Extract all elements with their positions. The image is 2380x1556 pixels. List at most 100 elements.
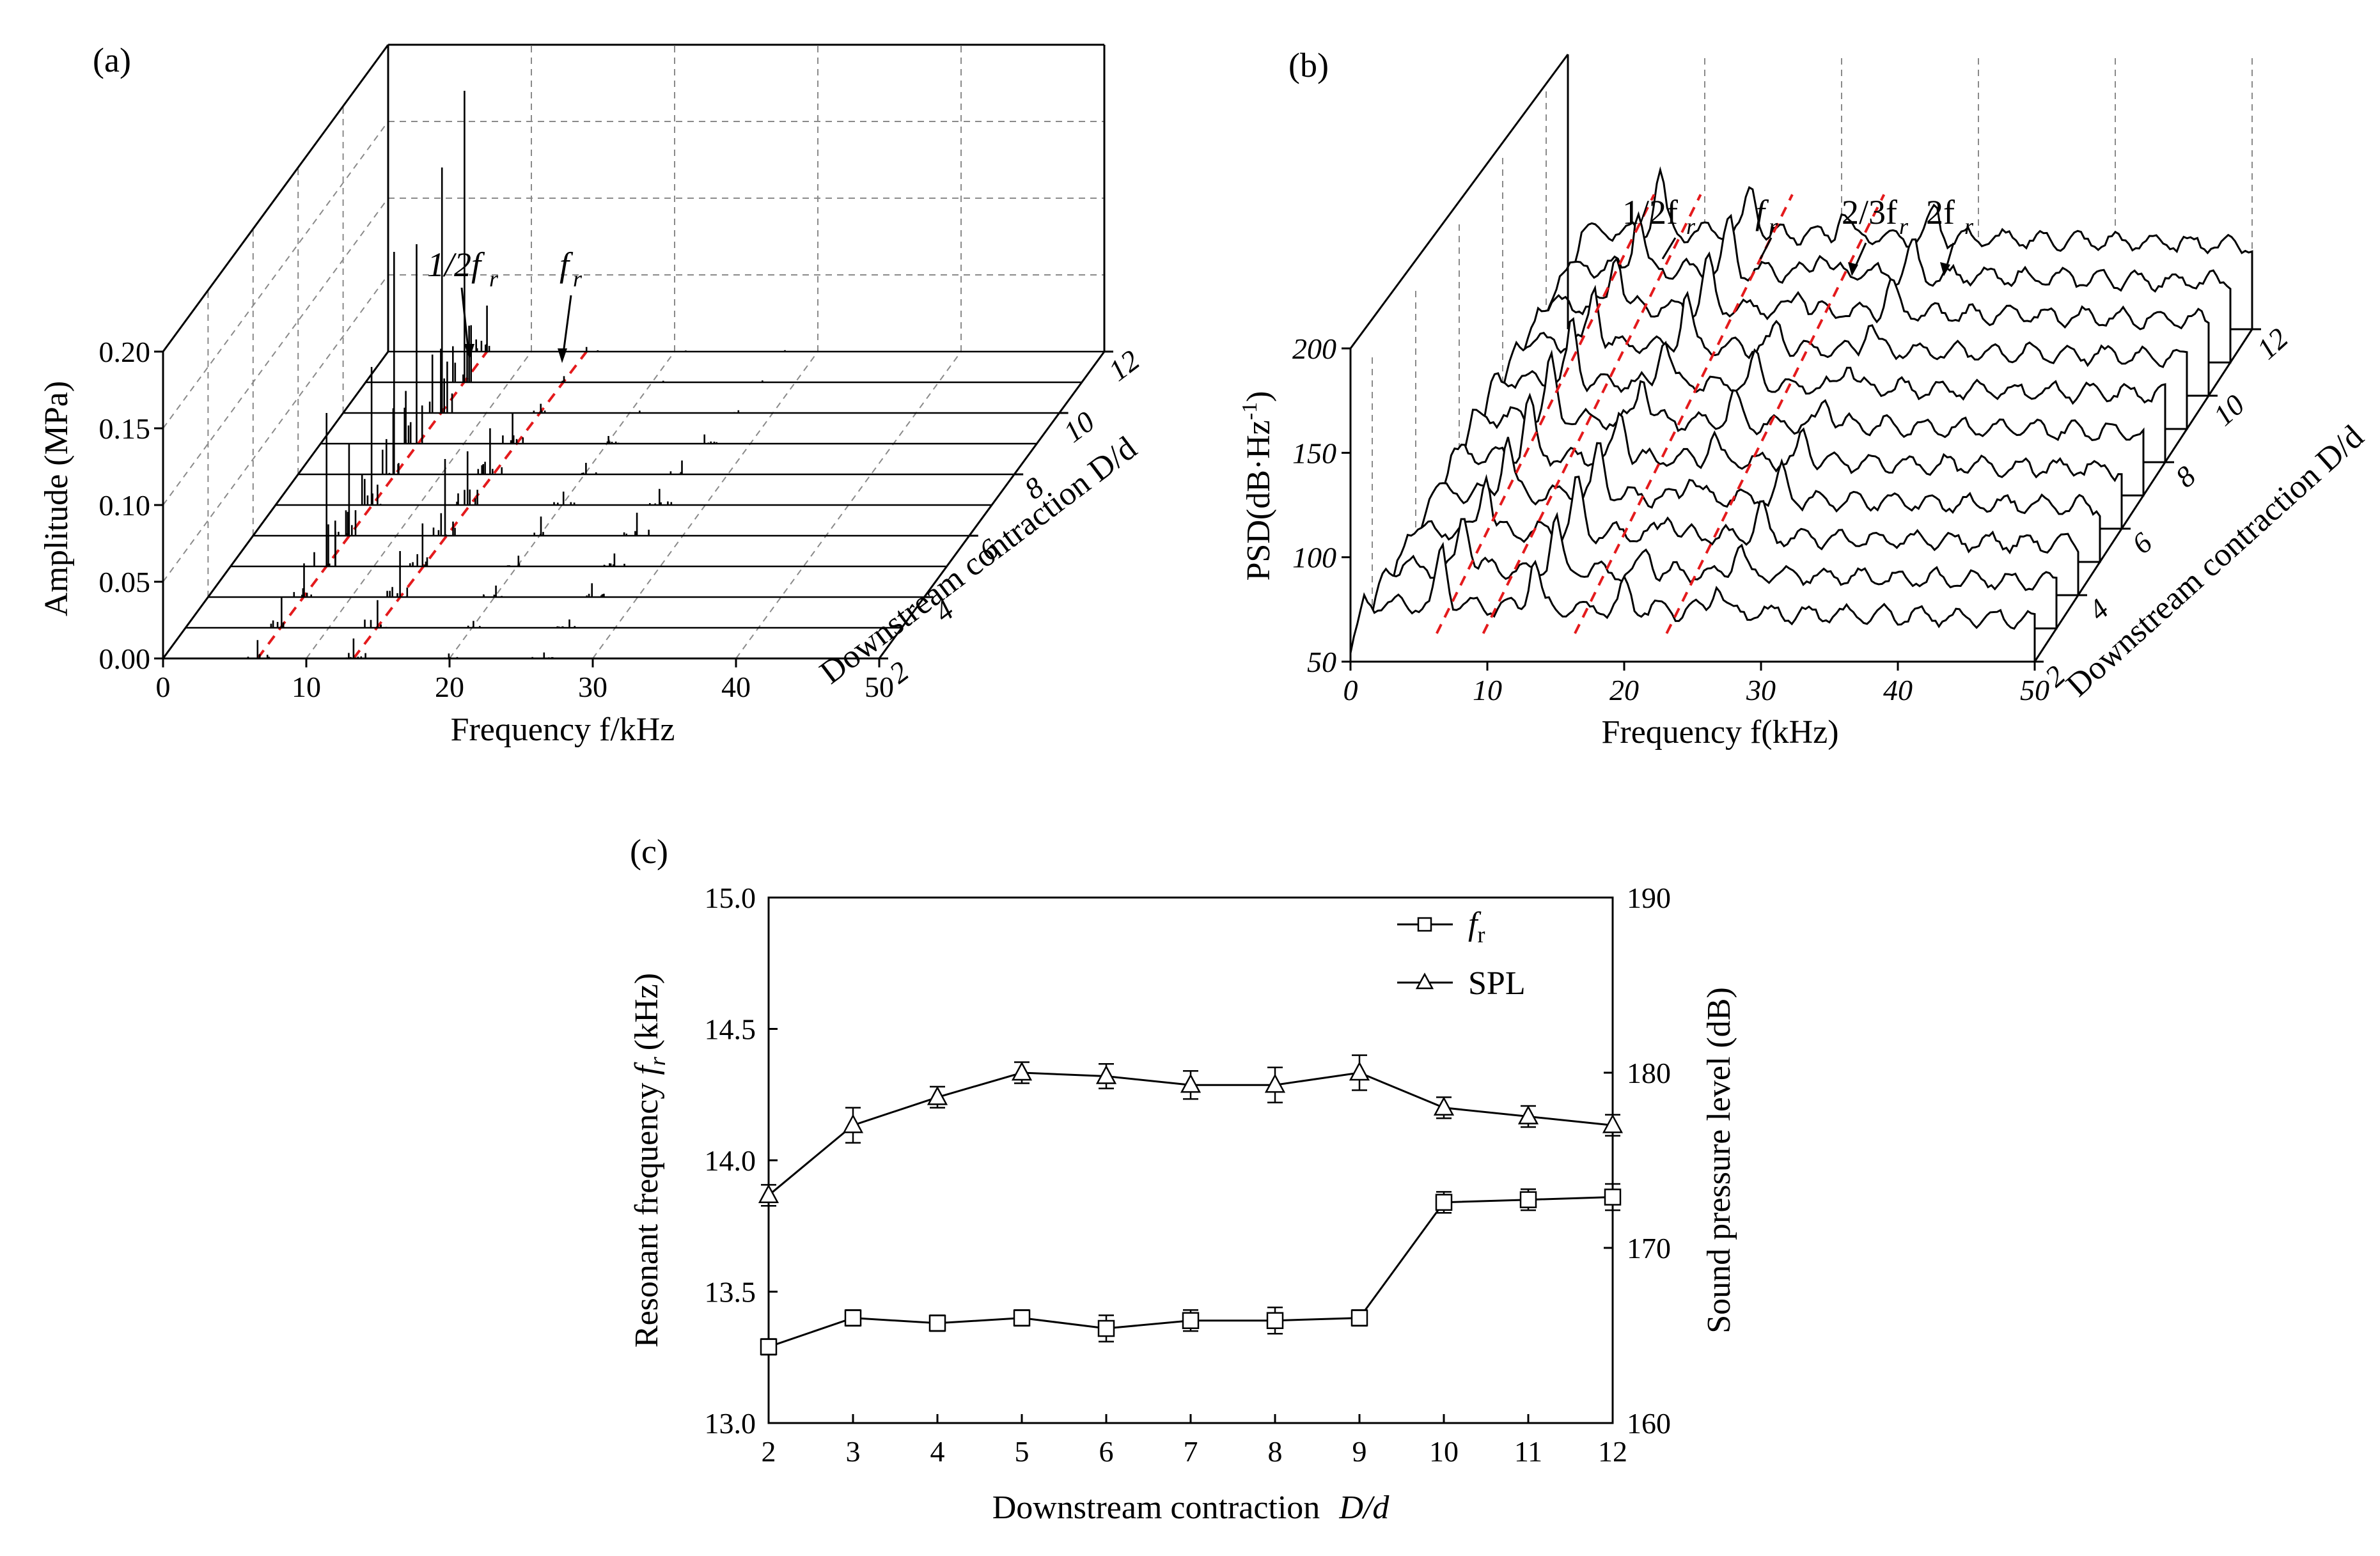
panel-a-spectrum-10 [428,167,743,413]
legend-fr-label: fr [1468,906,1485,947]
panel-c-right-label: Sound pressure level (dB) [1701,987,1737,1334]
panel-c-x-tick-label: 2 [762,1435,776,1468]
panel-c-marker-triangle [1433,1096,1455,1116]
panel-b-annot-two-thirds-fr-text: 2/3f [1842,193,1897,231]
panel-b-top-edge [1349,54,1569,349]
panel-c-marker-triangle [1349,1061,1370,1081]
panel-c-marker-square [1350,1309,1368,1326]
panel-b-annot-two-thirds-fr-sub: r [1899,214,1909,239]
panel-c-marker-square [928,1314,946,1332]
panel-a-x-tick-label: 10 [292,671,321,703]
panel-b-x-label: Frequency f(kHz) [1601,714,1838,751]
panel-a-spectrum-12 [475,306,787,352]
panel-b-x-ticks: 0 10 20 30 40 50 [1343,662,2049,706]
panel-b-x-tick-label: 30 [1746,674,1776,706]
panel-c-x-label-var: D/d [1338,1490,1390,1526]
panel-b-y-tick-label: 200 [1292,332,1336,365]
panel-b-arrow-half-fr [1661,237,1677,260]
panel-a-top-edge [162,44,389,352]
panel-a-spectrum-3 [270,597,576,628]
panel-c-legend: fr SPL [1397,906,1526,1002]
panel-c-right-tick-label: 170 [1627,1232,1671,1264]
panel-a-z-tick-label: 12 [1102,343,1145,387]
panel-a-spectrum-4 [293,551,605,597]
panel-b-arrowhead-two-thirds-fr [1848,262,1858,276]
panel-a-arrowhead-half-fr [464,344,474,359]
panel-c-left-label-unit: (kHz) [629,973,665,1050]
panel-c-label: (c) [630,832,668,871]
panel-a-axes [162,43,1106,660]
panel-b-x-tick-label: 40 [1883,674,1913,706]
panel-a-y-label: Amplitude (MPa) [38,381,75,616]
panel-a-spectrum-8 [382,252,693,474]
panel-c-right-ticks: 160 170 180 190 [1604,882,1671,1440]
panel-b-x-tick-label: 50 [2020,674,2049,706]
panel-a-annotation-half-fr: 1/2f r [427,245,499,359]
panel-c-marker-square [1604,1188,1622,1206]
panel-c-marker-square [1266,1312,1284,1329]
panel-a-spectrum-2 [247,638,558,658]
panel-b-y-tick-label: 150 [1292,437,1336,469]
panel-b-annot-fr-sub: r [1769,214,1778,239]
panel-b-guide-half-fr [1436,194,1656,634]
panel-c-x-tick-label: 10 [1429,1435,1459,1468]
panel-b-axes [1349,54,2253,663]
panel-a-annot-fr-text: f [560,245,574,284]
panel-a-y-tick-label: 0.10 [99,489,151,522]
panel-a-spectrum-5 [313,413,625,566]
panel-b-guide-fr [1482,194,1702,634]
panel-c-marker-square [1182,1312,1200,1329]
panel-b-y-label-sup: -1 [1238,402,1262,420]
panel-a: (a) 0 10 20 30 40 50 0.000.050.100.150.20 246… [38,41,1145,748]
panel-a-depth-axis [162,351,389,659]
panel-c-marker-square [1435,1194,1453,1211]
panel-a-z-label: Downstream contraction D/d [813,430,1143,691]
panel-b-x-tick-label: 10 [1473,674,1502,706]
panel-b-y-tick-label: 100 [1292,541,1336,574]
panel-b-y-label-end: ) [1241,391,1277,402]
panel-c-marker-triangle [842,1114,864,1133]
panel-c-x-label: Downstream contraction D/d [992,1490,1390,1526]
panel-a-annot-half-fr-text: 1/2f [427,245,485,284]
panel-c-right-tick-label: 190 [1627,882,1671,914]
panel-c-marker-triangle [1095,1064,1117,1084]
panel-b-z-tick-label: 8 [2169,460,2202,494]
legend-fr-marker [1417,917,1432,932]
panel-c-x-tick-label: 3 [846,1435,861,1468]
legend-spl-label: SPL [1468,965,1526,1002]
panel-c-marker-triangle [927,1085,948,1105]
panel-c-series [758,1054,1624,1356]
panel-a-y-tick-label: 0.05 [99,566,151,598]
panel-a-annot-half-fr-sub: r [489,266,499,292]
panel-b-z-tick-label: 12 [2250,322,2294,366]
panel-c-marker-square [1097,1319,1115,1337]
panel-b-spectra [1349,166,2253,663]
panel-b-x-tick-label: 0 [1343,674,1358,706]
panel-a-y-ticks: 0.00 0.05 0.10 0.15 0.20 [99,336,163,675]
panel-c-x-ticks: 2 3 4 5 6 7 8 9 10 11 12 [762,1414,1627,1468]
panel-c-marker-square [1013,1309,1031,1326]
panel-c-x-tick-label: 6 [1099,1435,1114,1468]
panel-c-left-tick-label: 14.0 [705,1144,756,1177]
panel-c-marker-triangle [1517,1105,1539,1124]
panel-a-x-label: Frequency f/kHz [451,712,675,748]
panel-a-y-tick-label: 0.15 [99,412,151,445]
panel-a-spectrum-6 [338,444,650,536]
panel-a-arrow-half-fr [460,287,470,355]
panel-c-left-tick-label: 13.5 [705,1276,756,1309]
panel-a-x-tick-label: 20 [435,671,464,703]
panel-c-marker-square [760,1338,778,1356]
panel-a-x-tick-label: 40 [721,671,751,703]
panel-a-y-tick-label: 0.00 [99,642,151,675]
panel-a-arrowhead-fr [558,348,567,363]
panel-b-annot-two-fr-sub: r [1964,214,1974,239]
legend-fr-label-sub: r [1477,922,1485,947]
panel-a-spectrum-7 [361,367,673,505]
panel-a-annotation-fr: f r [558,245,583,363]
panel-b-guide-two-fr [1665,194,1886,634]
panel-c-x-tick-label: 12 [1598,1435,1627,1468]
panel-c-marker-triangle [1602,1114,1624,1133]
